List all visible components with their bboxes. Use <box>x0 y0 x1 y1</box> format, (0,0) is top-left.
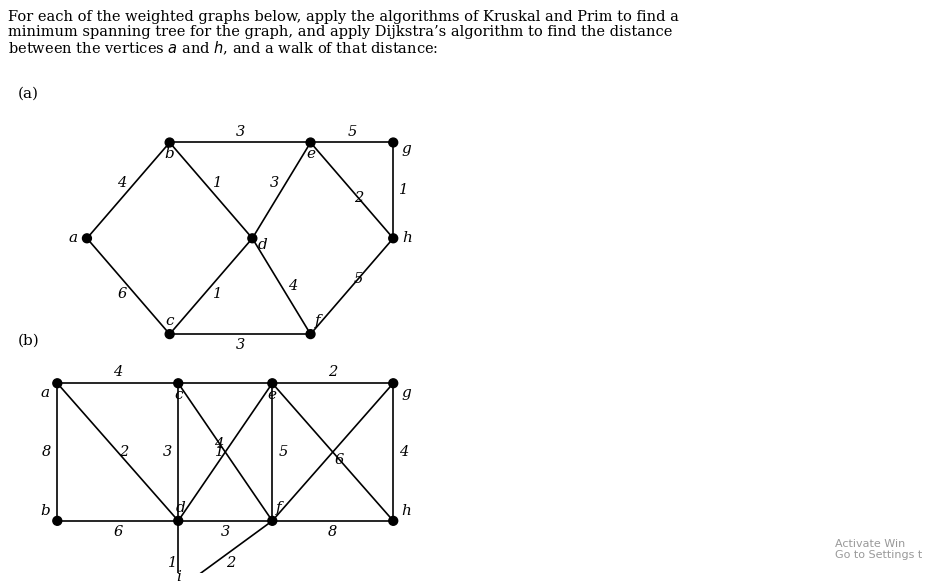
Text: between the vertices $a$ and $h$, and a walk of that distance:: between the vertices $a$ and $h$, and a … <box>8 39 438 57</box>
Circle shape <box>174 379 183 388</box>
Text: b: b <box>165 147 174 161</box>
Text: 2: 2 <box>328 366 338 380</box>
Text: c: c <box>174 388 183 402</box>
Text: 2: 2 <box>226 556 236 570</box>
Text: 2: 2 <box>354 191 363 205</box>
Circle shape <box>306 138 315 147</box>
Text: b: b <box>41 504 50 518</box>
Text: 5: 5 <box>278 445 288 459</box>
Text: f: f <box>315 314 321 328</box>
Text: 6: 6 <box>117 287 126 301</box>
Text: 4: 4 <box>214 437 223 451</box>
Text: 3: 3 <box>221 525 230 539</box>
Circle shape <box>165 330 174 339</box>
Text: 1: 1 <box>215 445 224 459</box>
Text: 6: 6 <box>113 525 123 539</box>
Text: g: g <box>401 142 411 156</box>
Circle shape <box>268 379 276 388</box>
Text: 4: 4 <box>113 366 123 380</box>
Circle shape <box>389 234 398 243</box>
Text: For each of the weighted graphs below, apply the algorithms of Kruskal and Prim : For each of the weighted graphs below, a… <box>8 10 679 24</box>
Circle shape <box>306 330 315 339</box>
Text: 4: 4 <box>400 445 408 459</box>
Circle shape <box>248 234 256 243</box>
Text: Activate Win
Go to Settings t: Activate Win Go to Settings t <box>835 539 922 560</box>
Text: minimum spanning tree for the graph, and apply Dijkstra’s algorithm to find the : minimum spanning tree for the graph, and… <box>8 24 672 38</box>
Text: 1: 1 <box>168 556 177 570</box>
Text: e: e <box>306 147 315 161</box>
Text: 4: 4 <box>288 279 297 293</box>
Text: d: d <box>175 501 185 515</box>
Text: 5: 5 <box>347 125 356 139</box>
Circle shape <box>389 379 398 388</box>
Circle shape <box>389 517 398 525</box>
Text: (a): (a) <box>18 86 39 100</box>
Circle shape <box>82 234 91 243</box>
Text: d: d <box>257 238 267 252</box>
Circle shape <box>165 138 174 147</box>
Text: 8: 8 <box>328 525 338 539</box>
Text: 1: 1 <box>213 287 223 301</box>
Text: 3: 3 <box>236 338 245 352</box>
Text: 2: 2 <box>119 445 128 459</box>
Circle shape <box>53 379 61 388</box>
Text: h: h <box>402 231 412 245</box>
Circle shape <box>53 517 61 525</box>
Circle shape <box>389 138 398 147</box>
Text: 3: 3 <box>271 176 279 190</box>
Text: a: a <box>41 386 50 400</box>
Text: 5: 5 <box>354 272 363 286</box>
Text: (b): (b) <box>18 334 40 348</box>
Text: 1: 1 <box>213 176 223 190</box>
Text: c: c <box>165 314 174 328</box>
Circle shape <box>174 517 183 525</box>
Text: f: f <box>276 501 282 515</box>
Text: g: g <box>401 386 411 400</box>
Text: e: e <box>268 388 277 402</box>
Circle shape <box>268 517 276 525</box>
Text: 6: 6 <box>335 452 344 466</box>
Text: 1: 1 <box>400 184 408 198</box>
Text: 8: 8 <box>41 445 51 459</box>
Text: 3: 3 <box>163 445 172 459</box>
Text: h: h <box>401 504 411 518</box>
Text: 4: 4 <box>117 176 126 190</box>
Text: i: i <box>175 570 181 583</box>
Text: 3: 3 <box>236 125 245 139</box>
Text: a: a <box>69 231 77 245</box>
